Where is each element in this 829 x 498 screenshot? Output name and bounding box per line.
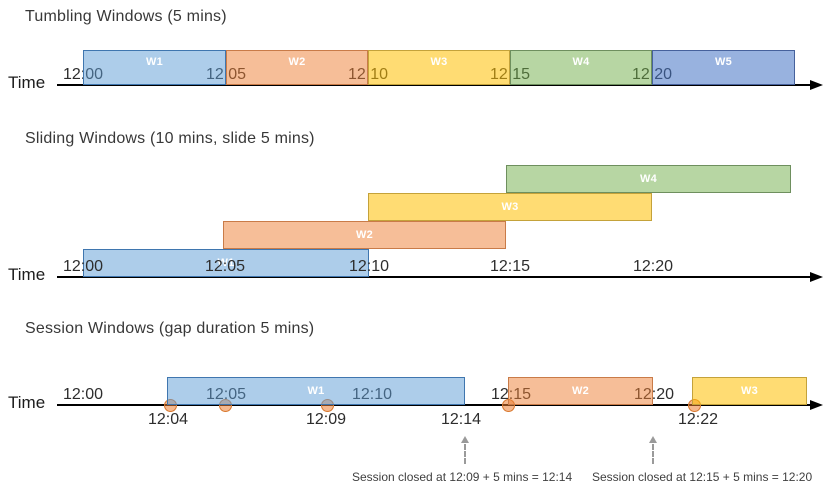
- window-label: W2: [288, 56, 306, 68]
- window-label: W2: [355, 229, 374, 241]
- window-w2: W2: [223, 221, 506, 249]
- session-time-axis-label: Time: [8, 393, 46, 412]
- arrow-head-icon: [461, 436, 469, 443]
- tick-label: 12:20: [632, 258, 674, 275]
- event-time-label: 12:04: [147, 411, 189, 428]
- window-label: W4: [639, 173, 658, 185]
- window-label: W3: [740, 385, 759, 397]
- session-close-note: Session closed at 12:09 + 5 mins = 12:14: [352, 470, 573, 484]
- arrow-head-icon: [649, 436, 657, 443]
- session-close-note: Session closed at 12:15 + 5 mins = 12:20: [592, 470, 813, 484]
- window-label: W3: [501, 201, 519, 213]
- window-w4: W4: [510, 50, 652, 85]
- session-close-arrow-icon: [648, 436, 658, 464]
- window-label: W2: [571, 385, 590, 397]
- window-w1: W1: [83, 249, 369, 277]
- tick-label: 12:10: [348, 258, 390, 275]
- window-w4: W4: [506, 165, 791, 193]
- tick-label: 12:05: [204, 258, 246, 275]
- window-w1: W1: [167, 377, 465, 405]
- timeline-arrowhead-icon: [810, 271, 823, 282]
- tumbling-windows-title: Tumbling Windows (5 mins): [25, 8, 227, 25]
- tick-label: 12:00: [62, 386, 104, 403]
- timeline-axis: [57, 276, 810, 278]
- timeline-arrowhead-icon: [810, 79, 823, 90]
- window-label: W4: [572, 56, 590, 68]
- event-time-label: 12:14: [440, 411, 482, 428]
- window-w1: W1: [83, 50, 226, 85]
- window-w2: W2: [226, 50, 368, 85]
- window-w5: W5: [652, 50, 795, 85]
- arrow-dashed-line: [464, 444, 466, 464]
- window-w2: W2: [508, 377, 653, 405]
- window-label: W1: [307, 385, 325, 397]
- session-close-arrow-icon: [460, 436, 470, 464]
- window-label: W3: [430, 56, 448, 68]
- window-w3: W3: [368, 193, 652, 221]
- sliding-windows-title: Sliding Windows (10 mins, slide 5 mins): [25, 130, 315, 147]
- timeline-axis: [57, 404, 810, 406]
- timeline-axis: [57, 84, 810, 86]
- tick-label: 12:15: [489, 258, 531, 275]
- tumbling-time-axis-label: Time: [8, 73, 46, 92]
- sliding-time-axis-label: Time: [8, 265, 46, 284]
- event-time-label: 12:09: [305, 411, 347, 428]
- event-time-label: 12:22: [677, 411, 719, 428]
- window-label: W1: [145, 56, 164, 68]
- tick-label: 12:00: [62, 258, 104, 275]
- window-label: W1: [217, 257, 235, 269]
- window-w3: W3: [692, 377, 807, 405]
- arrow-dashed-line: [652, 444, 654, 464]
- window-w3: W3: [368, 50, 510, 85]
- session-windows-title: Session Windows (gap duration 5 mins): [25, 320, 315, 337]
- timeline-arrowhead-icon: [810, 399, 823, 410]
- window-label: W5: [714, 56, 733, 68]
